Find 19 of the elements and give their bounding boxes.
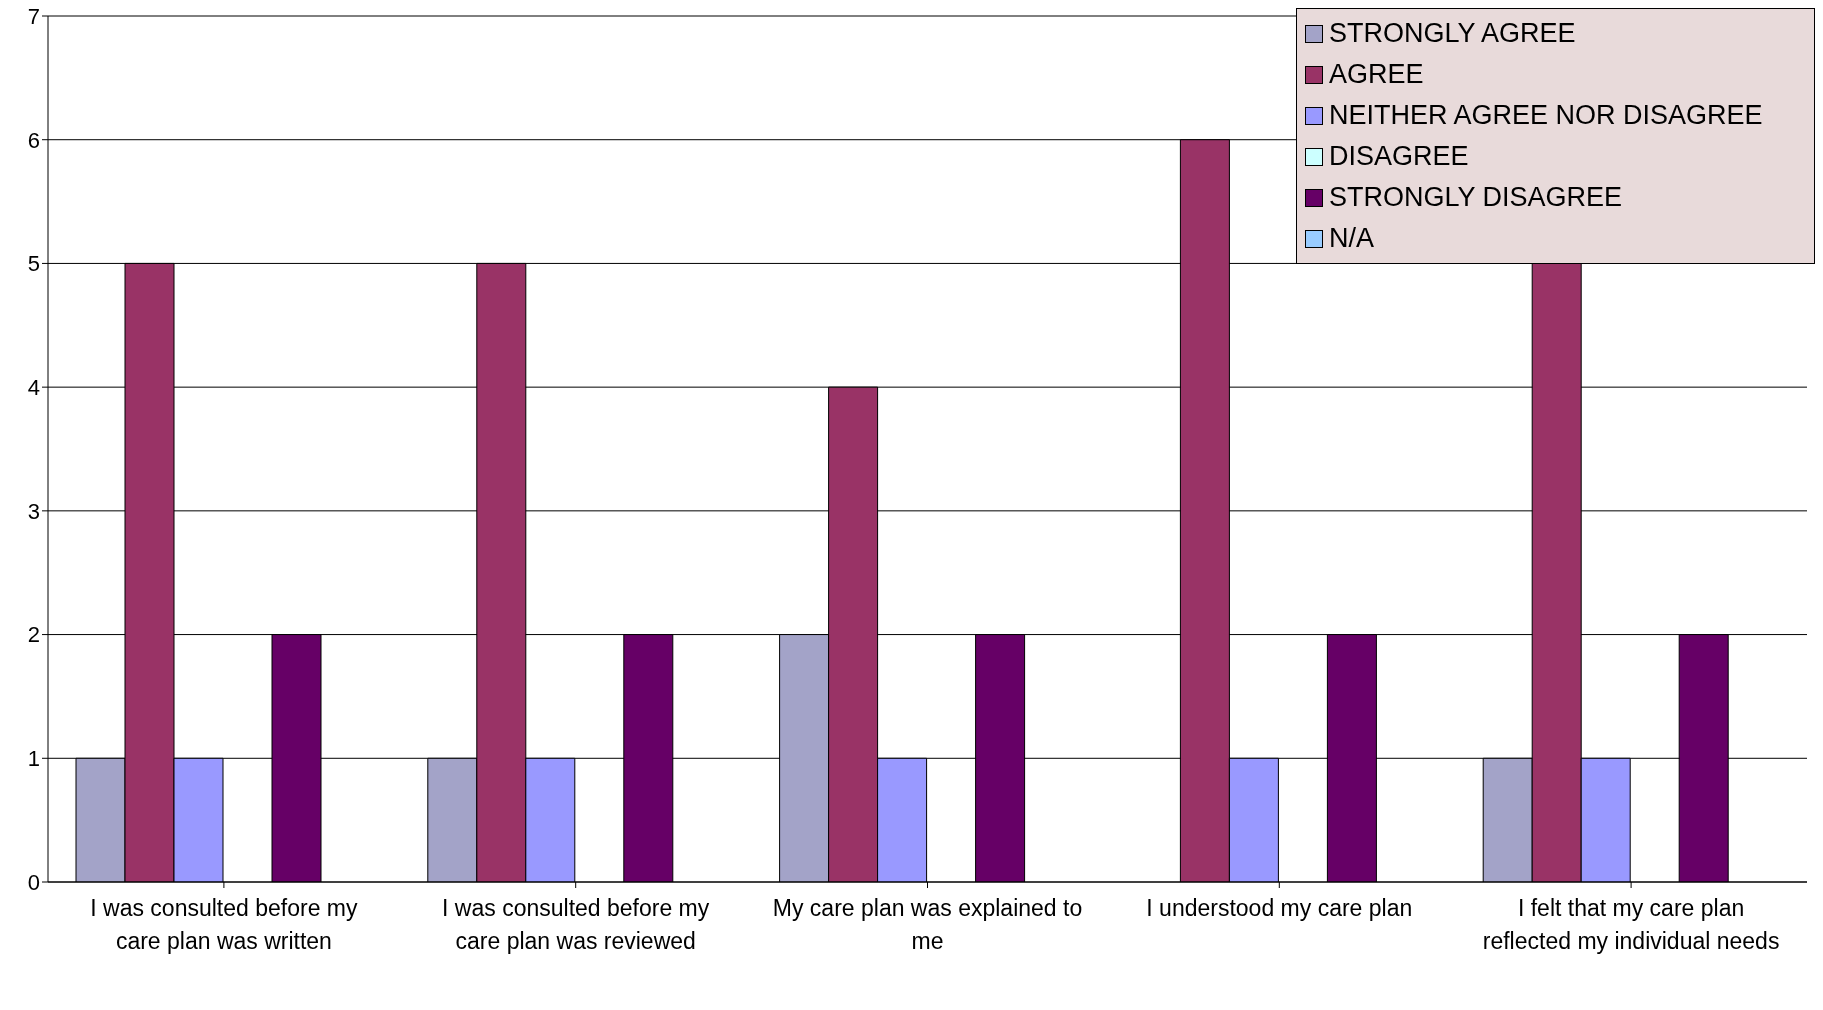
x-tick-label: I felt that my care plan reflected my individual needs xyxy=(1482,895,1780,954)
x-tick-label: I was consulted before my care plan was written xyxy=(90,895,358,954)
legend-label: STRONGLY AGREE xyxy=(1329,17,1576,50)
legend-label: AGREE xyxy=(1329,58,1424,91)
legend-label: N/A xyxy=(1329,222,1375,255)
x-tick-label: My care plan was explained to me xyxy=(772,895,1083,954)
y-tick-label: 7 xyxy=(27,3,40,29)
y-tick-label: 4 xyxy=(27,374,40,400)
y-tick-label: 1 xyxy=(27,746,40,772)
x-tick-label: I was consulted before my care plan was reviewed xyxy=(442,895,710,954)
legend-label: DISAGREE xyxy=(1329,140,1469,173)
y-tick-label: 5 xyxy=(27,251,40,277)
y-tick-label: 6 xyxy=(27,127,40,153)
y-tick-label: 2 xyxy=(27,622,40,648)
legend-label: STRONGLY DISAGREE xyxy=(1329,181,1623,214)
y-tick-label: 3 xyxy=(27,498,40,524)
y-tick-label: 0 xyxy=(27,869,40,895)
x-tick-label: I understood my care plan xyxy=(1146,895,1413,921)
legend-label: NEITHER AGREE NOR DISAGREE xyxy=(1329,99,1763,132)
